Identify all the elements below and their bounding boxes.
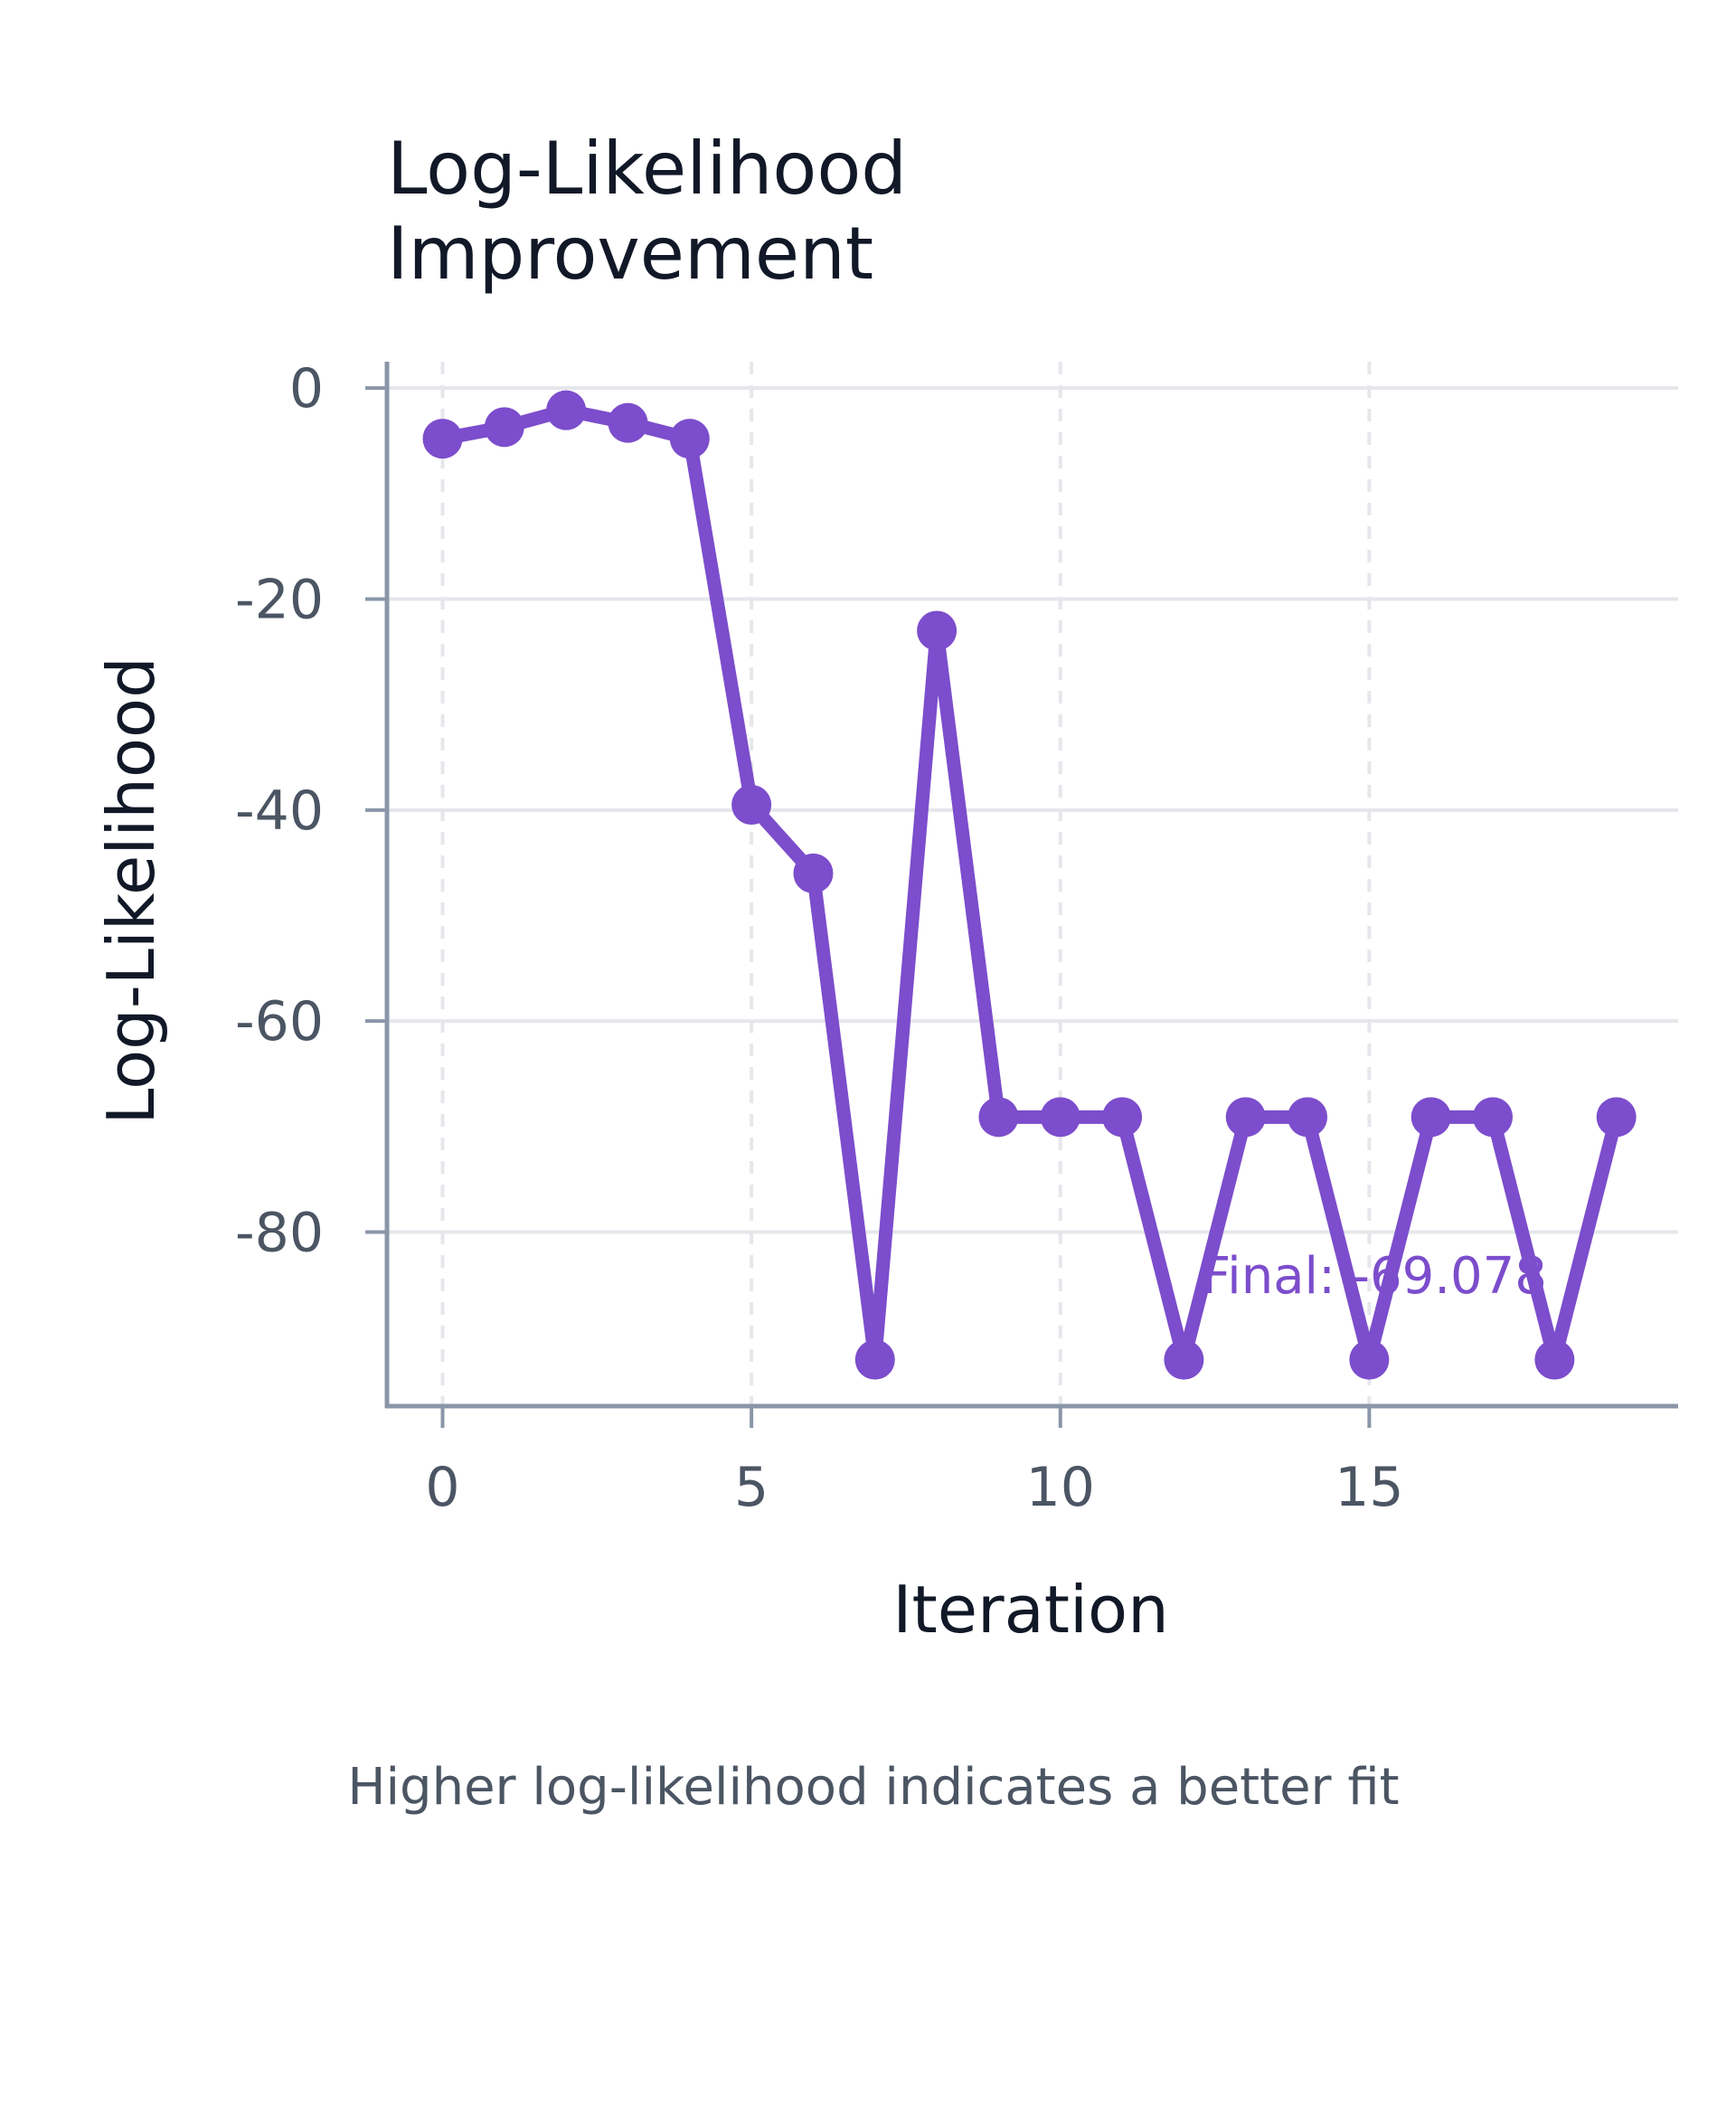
y-tick-label: 0 — [289, 357, 324, 420]
axes — [365, 362, 1678, 1428]
data-point — [793, 853, 834, 893]
data-point — [1410, 1097, 1451, 1138]
data-point — [484, 407, 524, 448]
data-point — [422, 419, 463, 459]
data-point — [978, 1097, 1019, 1138]
data-point — [854, 1339, 895, 1380]
data-point — [917, 610, 958, 651]
y-tick-label: -40 — [235, 779, 324, 843]
final-value-annotation: Final: -69.078 — [1202, 1247, 1547, 1306]
grid-lines — [387, 362, 1678, 1406]
data-point — [1288, 1097, 1328, 1138]
tick-labels: 0 -20 -40 -60 -80 0 5 10 15 — [235, 357, 1404, 1519]
data-point — [1164, 1339, 1204, 1380]
data-point — [731, 785, 772, 825]
data-point — [1596, 1097, 1637, 1138]
y-tick-label: -20 — [235, 569, 324, 632]
data-point — [608, 402, 648, 443]
y-axis-label: Log-Likelihood — [93, 657, 169, 1125]
data-point — [1102, 1097, 1143, 1138]
x-tick-label: 5 — [734, 1456, 769, 1519]
data-point — [1040, 1097, 1080, 1138]
series-group — [422, 390, 1637, 1380]
data-point — [669, 419, 710, 459]
x-tick-label: 0 — [425, 1456, 459, 1519]
chart-caption: Higher log-likelihood indicates a better… — [347, 1758, 1399, 1817]
chart-title-line-1: Log-Likelihood — [387, 127, 907, 211]
x-tick-label: 10 — [1026, 1456, 1095, 1519]
data-point — [1473, 1097, 1514, 1138]
y-tick-label: -80 — [235, 1202, 324, 1265]
x-tick-label: 15 — [1335, 1456, 1403, 1519]
series-line — [435, 403, 1624, 1367]
y-tick-label: -60 — [235, 990, 324, 1053]
data-point — [1225, 1097, 1266, 1138]
data-point — [1349, 1339, 1390, 1380]
x-axis-label: Iteration — [892, 1572, 1168, 1648]
chart-title-line-2: Improvement — [387, 212, 873, 296]
data-point — [546, 390, 587, 430]
data-point — [1534, 1339, 1575, 1380]
